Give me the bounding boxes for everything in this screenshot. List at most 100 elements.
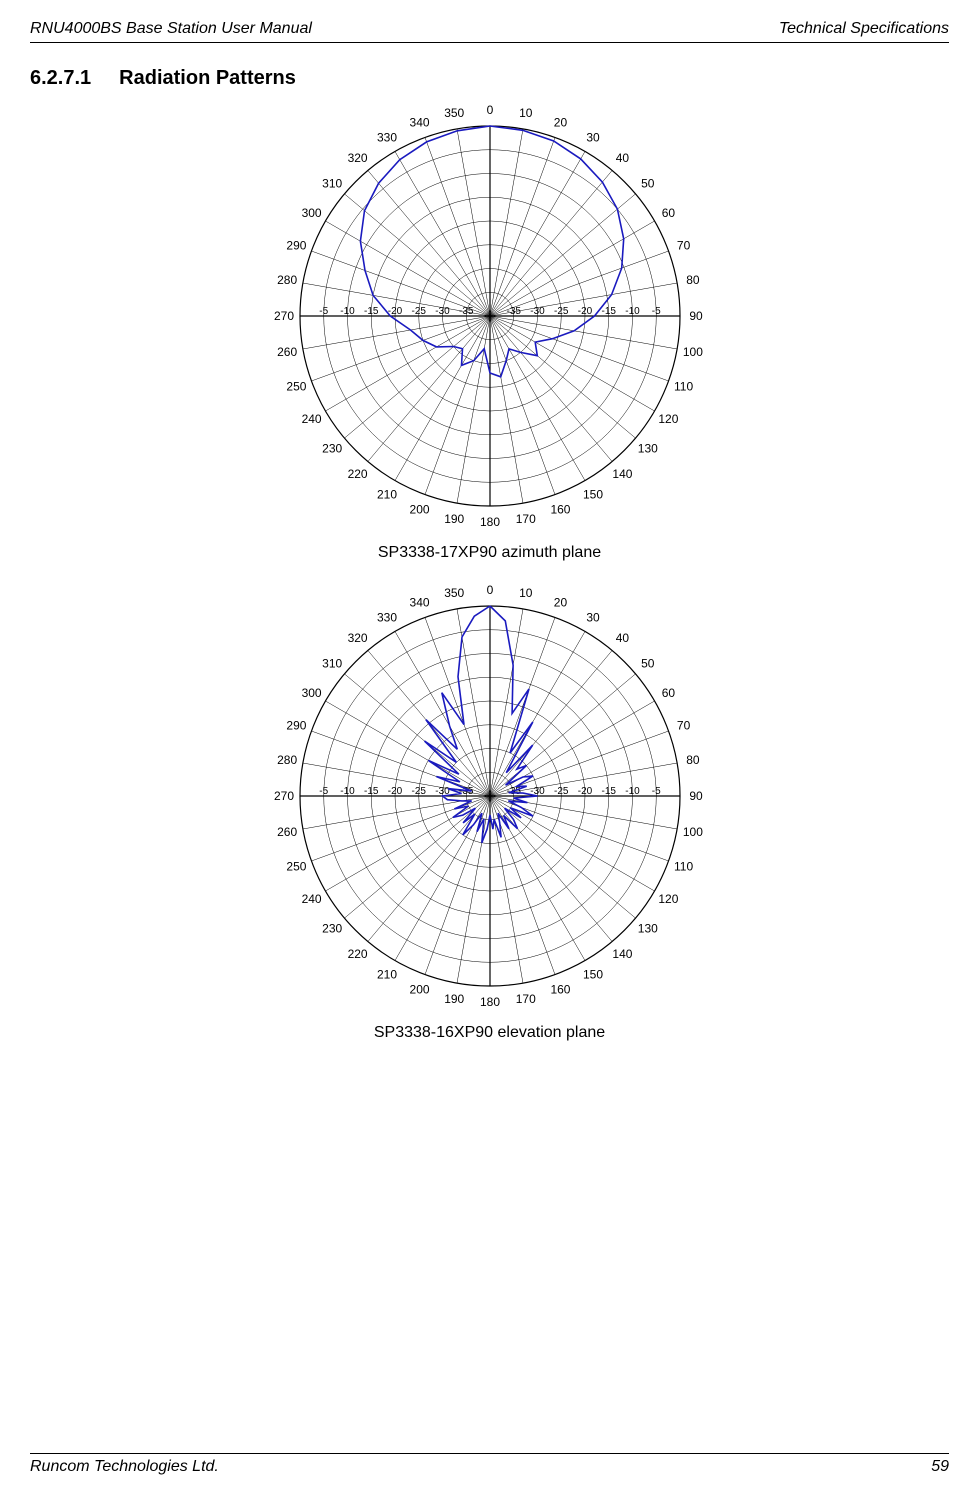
svg-text:150: 150 bbox=[582, 967, 602, 981]
svg-text:-20: -20 bbox=[577, 786, 592, 797]
svg-text:250: 250 bbox=[286, 379, 306, 393]
svg-text:230: 230 bbox=[322, 441, 342, 455]
svg-text:230: 230 bbox=[322, 921, 342, 935]
svg-text:200: 200 bbox=[409, 503, 429, 517]
svg-text:-10: -10 bbox=[625, 306, 640, 317]
svg-text:200: 200 bbox=[409, 983, 429, 997]
footer-left: Runcom Technologies Ltd. bbox=[30, 1458, 219, 1476]
svg-text:80: 80 bbox=[686, 753, 700, 767]
svg-text:110: 110 bbox=[674, 379, 693, 393]
svg-text:290: 290 bbox=[286, 719, 306, 733]
svg-text:340: 340 bbox=[409, 115, 429, 129]
svg-text:340: 340 bbox=[409, 595, 429, 609]
svg-text:-5: -5 bbox=[651, 306, 660, 317]
svg-text:170: 170 bbox=[515, 512, 535, 526]
svg-text:-10: -10 bbox=[340, 786, 355, 797]
svg-text:70: 70 bbox=[676, 719, 690, 733]
svg-text:-5: -5 bbox=[651, 786, 660, 797]
svg-text:350: 350 bbox=[444, 106, 464, 120]
page-header: RNU4000BS Base Station User Manual Techn… bbox=[30, 20, 949, 43]
svg-text:270: 270 bbox=[273, 309, 293, 323]
svg-text:-30: -30 bbox=[530, 306, 545, 317]
svg-text:-25: -25 bbox=[411, 786, 426, 797]
svg-text:40: 40 bbox=[615, 631, 629, 645]
svg-text:-15: -15 bbox=[364, 786, 379, 797]
svg-text:40: 40 bbox=[615, 151, 629, 165]
svg-text:100: 100 bbox=[682, 825, 702, 839]
elevation-caption: SP3338-16XP90 elevation plane bbox=[374, 1024, 605, 1042]
svg-text:320: 320 bbox=[347, 631, 367, 645]
svg-text:240: 240 bbox=[301, 412, 321, 426]
svg-text:-35: -35 bbox=[506, 306, 521, 317]
svg-text:50: 50 bbox=[641, 657, 655, 671]
svg-text:300: 300 bbox=[301, 206, 321, 220]
svg-text:120: 120 bbox=[658, 412, 678, 426]
svg-text:210: 210 bbox=[376, 487, 396, 501]
svg-text:-30: -30 bbox=[435, 306, 450, 317]
svg-text:-15: -15 bbox=[601, 786, 616, 797]
svg-text:50: 50 bbox=[641, 177, 655, 191]
section-title-text: Radiation Patterns bbox=[119, 67, 296, 89]
svg-text:60: 60 bbox=[661, 686, 675, 700]
header-right: Technical Specifications bbox=[779, 20, 949, 38]
svg-text:160: 160 bbox=[550, 983, 570, 997]
svg-text:-10: -10 bbox=[340, 306, 355, 317]
svg-text:90: 90 bbox=[689, 309, 703, 323]
svg-text:-20: -20 bbox=[387, 786, 402, 797]
svg-text:-25: -25 bbox=[411, 306, 426, 317]
svg-text:-20: -20 bbox=[577, 306, 592, 317]
svg-text:120: 120 bbox=[658, 892, 678, 906]
svg-text:280: 280 bbox=[277, 753, 297, 767]
header-left: RNU4000BS Base Station User Manual bbox=[30, 20, 312, 38]
azimuth-polar-chart: 0102030405060708090100110120130140150160… bbox=[270, 96, 710, 536]
svg-text:0: 0 bbox=[486, 103, 493, 117]
svg-text:70: 70 bbox=[676, 239, 690, 253]
svg-text:220: 220 bbox=[347, 467, 367, 481]
section-number: 6.2.7.1 bbox=[30, 67, 91, 90]
svg-text:100: 100 bbox=[682, 345, 702, 359]
svg-text:300: 300 bbox=[301, 686, 321, 700]
svg-text:210: 210 bbox=[376, 967, 396, 981]
svg-text:60: 60 bbox=[661, 206, 675, 220]
azimuth-caption: SP3338-17XP90 azimuth plane bbox=[378, 544, 601, 562]
svg-text:180: 180 bbox=[479, 515, 499, 529]
svg-text:-35: -35 bbox=[459, 306, 474, 317]
svg-text:220: 220 bbox=[347, 947, 367, 961]
page-footer: Runcom Technologies Ltd. 59 bbox=[30, 1453, 949, 1476]
svg-text:190: 190 bbox=[444, 992, 464, 1006]
svg-text:90: 90 bbox=[689, 789, 703, 803]
svg-text:-25: -25 bbox=[554, 786, 569, 797]
svg-text:30: 30 bbox=[586, 131, 600, 145]
svg-text:270: 270 bbox=[273, 789, 293, 803]
svg-text:-10: -10 bbox=[625, 786, 640, 797]
svg-text:140: 140 bbox=[612, 947, 632, 961]
svg-text:240: 240 bbox=[301, 892, 321, 906]
svg-text:80: 80 bbox=[686, 273, 700, 287]
svg-text:130: 130 bbox=[637, 921, 657, 935]
svg-text:150: 150 bbox=[582, 487, 602, 501]
section-heading: 6.2.7.1 Radiation Patterns bbox=[30, 67, 949, 90]
svg-text:180: 180 bbox=[479, 995, 499, 1009]
svg-text:190: 190 bbox=[444, 512, 464, 526]
svg-text:330: 330 bbox=[376, 131, 396, 145]
svg-text:290: 290 bbox=[286, 239, 306, 253]
svg-text:260: 260 bbox=[277, 825, 297, 839]
svg-text:-15: -15 bbox=[601, 306, 616, 317]
svg-text:0: 0 bbox=[486, 583, 493, 597]
footer-page-number: 59 bbox=[931, 1458, 949, 1476]
svg-text:-15: -15 bbox=[364, 306, 379, 317]
svg-text:-25: -25 bbox=[554, 306, 569, 317]
svg-text:10: 10 bbox=[519, 106, 533, 120]
svg-text:320: 320 bbox=[347, 151, 367, 165]
svg-text:160: 160 bbox=[550, 503, 570, 517]
svg-text:350: 350 bbox=[444, 586, 464, 600]
svg-text:110: 110 bbox=[674, 859, 693, 873]
svg-text:170: 170 bbox=[515, 992, 535, 1006]
elevation-polar-chart: 0102030405060708090100110120130140150160… bbox=[270, 576, 710, 1016]
svg-text:280: 280 bbox=[277, 273, 297, 287]
svg-text:250: 250 bbox=[286, 859, 306, 873]
svg-text:10: 10 bbox=[519, 586, 533, 600]
svg-text:310: 310 bbox=[322, 657, 342, 671]
svg-text:-5: -5 bbox=[319, 306, 328, 317]
svg-text:260: 260 bbox=[277, 345, 297, 359]
